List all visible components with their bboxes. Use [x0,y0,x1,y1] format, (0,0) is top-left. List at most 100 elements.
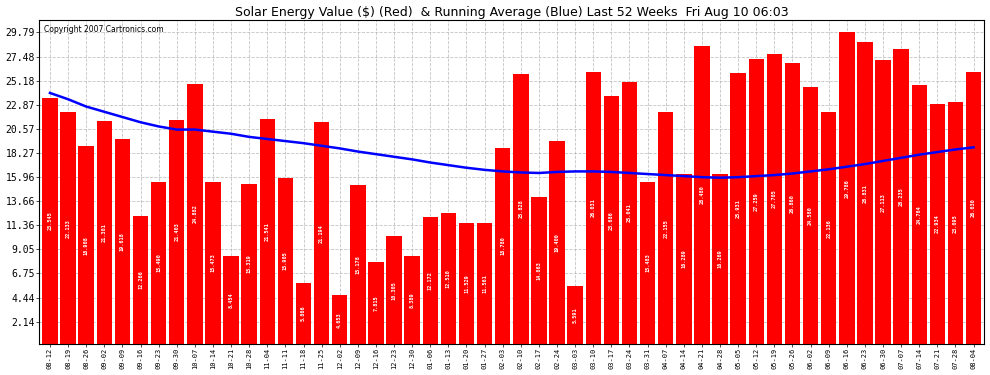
Text: 24.882: 24.882 [192,204,197,223]
Bar [567,285,583,344]
Bar [314,122,330,344]
Bar [731,73,745,344]
Text: 14.063: 14.063 [537,261,542,280]
Bar [296,283,311,344]
Text: 15.178: 15.178 [355,255,360,274]
Bar [332,296,347,344]
Text: 18.908: 18.908 [84,236,89,255]
Text: 8.454: 8.454 [229,292,234,308]
Text: 28.831: 28.831 [862,184,867,203]
Bar [458,224,474,344]
Bar [532,197,546,344]
Text: 26.860: 26.860 [790,194,795,213]
Text: 27.705: 27.705 [772,190,777,209]
Bar [115,139,130,344]
Text: 12.172: 12.172 [428,271,433,290]
Bar [150,182,166,344]
Bar [912,85,927,344]
Text: 19.618: 19.618 [120,232,125,251]
Bar [857,42,872,344]
Text: 22.136: 22.136 [827,219,832,238]
Bar [766,54,782,344]
Text: 5.591: 5.591 [572,307,577,322]
Text: 15.905: 15.905 [283,252,288,270]
Text: 16.269: 16.269 [718,249,723,268]
Bar [350,185,365,344]
Bar [930,104,945,344]
Text: 5.866: 5.866 [301,306,306,321]
Text: 7.815: 7.815 [373,296,378,311]
Bar [278,178,293,344]
Bar [785,63,800,344]
Text: 28.235: 28.235 [899,187,904,206]
Bar [658,112,673,344]
Bar [205,182,221,344]
Text: 22.155: 22.155 [663,219,668,237]
Text: 25.931: 25.931 [736,199,741,218]
Bar [60,112,76,344]
Bar [947,102,963,344]
Text: 15.490: 15.490 [156,254,161,272]
Text: 22.934: 22.934 [935,215,940,234]
Bar [821,112,837,344]
Text: 21.541: 21.541 [264,222,270,241]
Bar [187,84,203,344]
Bar [224,256,239,344]
Text: 21.403: 21.403 [174,223,179,242]
Text: 12.266: 12.266 [138,270,143,289]
Text: Copyright 2007 Cartronics.com: Copyright 2007 Cartronics.com [44,25,163,34]
Bar [169,120,184,344]
Text: 23.686: 23.686 [609,211,614,230]
Title: Solar Energy Value ($) (Red)  & Running Average (Blue) Last 52 Weeks  Fri Aug 10: Solar Energy Value ($) (Red) & Running A… [235,6,789,18]
Text: 10.305: 10.305 [392,281,397,300]
Bar [259,118,275,344]
Text: 27.113: 27.113 [880,193,885,211]
Text: 15.473: 15.473 [211,254,216,273]
Text: 25.828: 25.828 [519,200,524,218]
Bar [97,121,112,344]
Text: 24.580: 24.580 [808,206,813,225]
Bar [368,262,384,344]
Bar [495,147,511,344]
Text: 16.289: 16.289 [681,249,686,268]
Bar [78,146,94,344]
Text: 4.653: 4.653 [338,312,343,327]
Text: 21.194: 21.194 [319,224,324,243]
Bar [43,98,57,344]
Bar [622,82,638,344]
Bar [513,74,529,344]
Text: 19.400: 19.400 [554,233,559,252]
Text: 27.259: 27.259 [753,192,758,211]
Bar [748,59,764,344]
Bar [549,141,564,344]
Text: 25.041: 25.041 [627,204,632,222]
Bar [640,182,655,344]
Bar [585,72,601,344]
Bar [875,60,891,344]
Bar [676,174,691,344]
Text: 26.030: 26.030 [971,198,976,217]
Text: 15.483: 15.483 [645,254,650,272]
Text: 15.319: 15.319 [247,255,251,273]
Text: 23.545: 23.545 [48,211,52,230]
Bar [242,184,256,344]
Text: 12.510: 12.510 [446,269,450,288]
Bar [694,46,710,344]
Text: 18.780: 18.780 [500,236,505,255]
Bar [803,87,819,344]
Bar [133,216,148,344]
Bar [386,236,402,344]
Bar [893,49,909,344]
Bar [423,217,438,344]
Text: 8.389: 8.389 [410,292,415,308]
Text: 26.031: 26.031 [591,198,596,217]
Bar [441,213,456,344]
Bar [405,256,420,344]
Bar [966,72,981,344]
Text: 23.095: 23.095 [953,214,958,232]
Text: 24.764: 24.764 [917,205,922,224]
Text: 22.133: 22.133 [65,219,70,238]
Bar [604,96,619,344]
Text: 11.561: 11.561 [482,274,487,293]
Text: 11.529: 11.529 [464,274,469,293]
